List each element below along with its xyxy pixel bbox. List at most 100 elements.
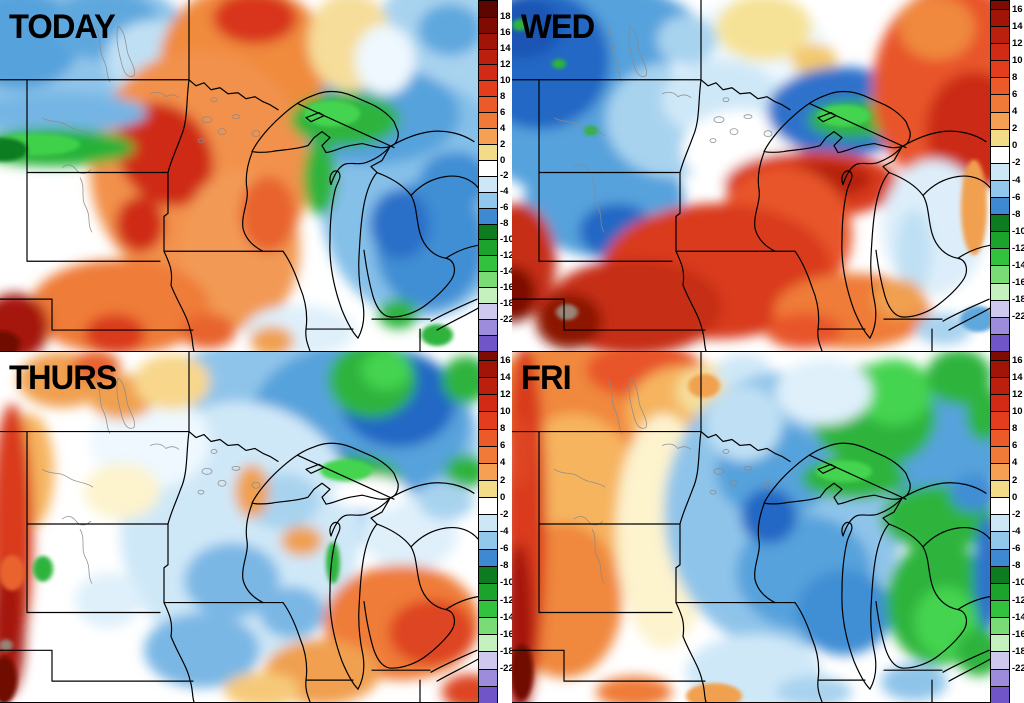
colorbar-cell — [991, 300, 1009, 318]
colorbar-cell — [479, 480, 497, 499]
colorbar-tick-label: -18 — [1012, 294, 1024, 306]
colorbar-tick-label: -8 — [1012, 560, 1021, 572]
colorbar-tick-label: -18 — [500, 646, 512, 658]
colorbar-cell — [479, 240, 497, 257]
colorbar-tick-label: 10 — [1012, 405, 1023, 417]
colorbar-cell — [479, 49, 497, 66]
colorbar-cell — [479, 463, 497, 481]
colorbar-cell — [479, 549, 497, 567]
colorbar-tick-label: -16 — [1012, 277, 1024, 289]
colorbar-tick-label: 14 — [1012, 371, 1023, 383]
colorbar-cell — [479, 97, 497, 114]
colorbar-tick-label: 0 — [1012, 140, 1018, 152]
colorbar-tick-label: -22 — [500, 313, 512, 325]
colorbar-tick-label: -12 — [1012, 594, 1024, 606]
colorbar-tick-label: -2 — [1012, 157, 1021, 169]
colorbar-tick-label: -12 — [1012, 242, 1024, 254]
colorbar-tick-label: 4 — [500, 457, 506, 469]
anomaly-map-wed — [512, 0, 990, 351]
colorbar-cell — [991, 180, 1009, 199]
colorbar-cell — [991, 78, 1009, 96]
colorbar-tick-label: -16 — [500, 281, 512, 293]
colorbar-tick-label: 12 — [1012, 37, 1023, 49]
colorbar-cell — [991, 249, 1009, 267]
colorbar-fri — [990, 351, 1010, 703]
colorbar-cell — [991, 395, 1009, 413]
colorbar-cell — [991, 61, 1009, 79]
colorbar-cell — [479, 272, 497, 289]
colorbar-cell — [991, 635, 1009, 653]
panel-day-label: WED — [521, 8, 595, 46]
colorbar-cell — [479, 81, 497, 98]
colorbar-tick-label: 2 — [500, 474, 506, 486]
colorbar-tick-label: -18 — [500, 297, 512, 309]
colorbar-tick-label: -8 — [500, 218, 509, 230]
colorbar-tick-label: -8 — [500, 560, 509, 572]
colorbar-cell — [479, 532, 497, 550]
colorbar-tick-label: -6 — [1012, 191, 1021, 203]
colorbar-tick-label: 0 — [500, 154, 506, 166]
colorbar-cell — [991, 412, 1009, 430]
colorbar-tick-label: 16 — [1012, 3, 1023, 15]
colorbar-cell — [991, 361, 1009, 379]
colorbar-cell — [479, 145, 497, 161]
colorbar-tick-label: -14 — [1012, 611, 1024, 623]
colorbar-cell — [479, 319, 497, 336]
colorbar-cell — [991, 532, 1009, 550]
colorbar-tick-label: 8 — [500, 423, 506, 435]
colorbar-cell — [991, 549, 1009, 567]
panel-day-label: TODAY — [9, 8, 116, 46]
colorbar-cell — [991, 429, 1009, 447]
colorbar-tick-label: 0 — [1012, 491, 1018, 503]
colorbar-tick-label: 8 — [1012, 71, 1018, 83]
panel-today: TODAY 18 16 14 12 10 8 6 4 2 0 -2 -4 -6 -8 -10 -12 -14 -1… — [0, 0, 512, 351]
colorbar-tick-label: -6 — [1012, 543, 1021, 555]
colorbar-tick-label: 6 — [1012, 440, 1018, 452]
colorbar-cell — [479, 669, 497, 687]
colorbar-tick-label: 18 — [500, 11, 511, 23]
colorbar-tick-label: 14 — [500, 371, 511, 383]
colorbar-tick-label: -10 — [500, 234, 512, 246]
colorbar-tick-label: -6 — [500, 202, 509, 214]
colorbar-tick-label: 8 — [1012, 423, 1018, 435]
anomaly-map-thurs — [0, 351, 478, 703]
colorbar-cell — [991, 480, 1009, 499]
colorbar-tick-label: 10 — [500, 74, 511, 86]
colorbar-cell — [991, 463, 1009, 481]
colorbar-cell — [991, 583, 1009, 601]
colorbar-tick-label: -10 — [500, 577, 512, 589]
colorbar-tick-label: 6 — [1012, 89, 1018, 100]
colorbar-tick-label: -12 — [500, 250, 512, 261]
colorbar-tick-label: 12 — [1012, 388, 1023, 400]
colorbar-cell — [991, 283, 1009, 301]
colorbar-cell — [479, 566, 497, 584]
colorbar-tick-label: -22 — [1012, 663, 1024, 675]
colorbar-cell — [479, 224, 497, 241]
colorbar-cell — [991, 317, 1009, 335]
colorbar-tick-label: -10 — [1012, 577, 1024, 589]
colorbar-cell — [479, 600, 497, 619]
colorbar-cell — [991, 686, 1009, 703]
colorbar-tick-label: 2 — [1012, 123, 1018, 135]
colorbar-tick-label: -4 — [1012, 526, 1021, 537]
colorbar-cell — [991, 27, 1009, 45]
colorbar-tick-label: 4 — [500, 122, 506, 134]
colorbar-cell — [991, 566, 1009, 584]
colorbar-tick-label: -18 — [1012, 646, 1024, 658]
colorbar-tick-label: 2 — [500, 138, 506, 150]
colorbar-cell — [479, 361, 497, 379]
colorbar-tick-label: 6 — [500, 106, 506, 118]
colorbar-cell — [479, 288, 497, 305]
colorbar-cell — [479, 635, 497, 653]
colorbar-tick-label: 4 — [1012, 457, 1018, 469]
colorbar-thurs — [478, 351, 498, 703]
colorbar-tick-label: 4 — [1012, 106, 1018, 118]
colorbar-tick-label: -14 — [500, 611, 512, 623]
colorbar-cell — [991, 1, 1009, 10]
colorbar-cell — [479, 412, 497, 430]
colorbar-cell — [991, 112, 1009, 130]
colorbar-tick-label: 12 — [500, 388, 511, 400]
colorbar-cell — [991, 669, 1009, 687]
panel-day-label: FRI — [521, 359, 572, 397]
colorbar-cell — [479, 446, 497, 464]
